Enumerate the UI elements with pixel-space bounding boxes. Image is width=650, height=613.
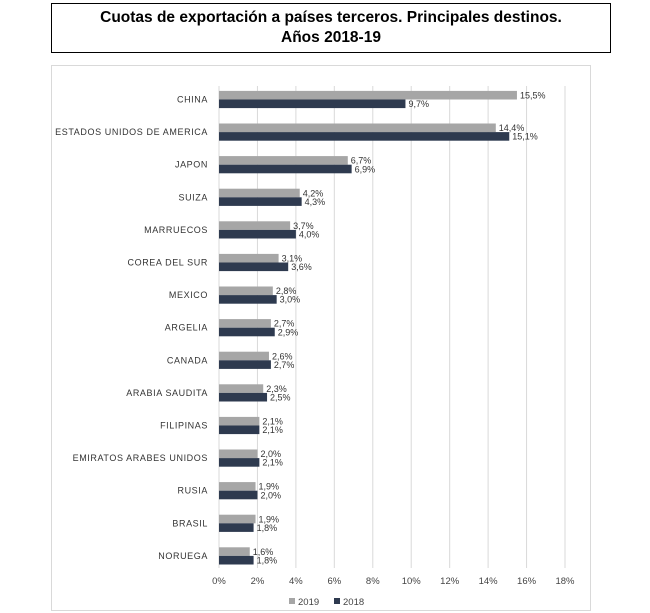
bar-2018	[219, 229, 296, 239]
data-label-2019: 2,1%	[262, 417, 283, 427]
category-label: RUSIA	[177, 486, 208, 496]
chart-title: Cuotas de exportación a países terceros.…	[100, 9, 562, 26]
x-tick-label: 0%	[212, 576, 226, 587]
category-label: ESTADOS UNIDOS DE AMERICA	[55, 127, 208, 137]
data-label-2018: 2,9%	[278, 327, 299, 337]
data-label-2019: 2,8%	[276, 286, 297, 296]
data-label-2018: 4,3%	[305, 197, 326, 207]
bar-2019	[219, 188, 300, 198]
data-label-2019: 1,9%	[259, 482, 280, 492]
data-label-2019: 14,4%	[499, 123, 525, 133]
x-tick-label: 2%	[251, 576, 265, 587]
x-tick-label: 12%	[440, 576, 460, 587]
data-label-2018: 2,1%	[262, 425, 283, 435]
bar-2018	[219, 555, 254, 565]
data-label-2018: 2,7%	[274, 360, 295, 370]
data-label-2019: 2,3%	[266, 384, 287, 394]
bar-2019	[219, 514, 256, 524]
bar-2018	[219, 197, 302, 206]
bar-2018	[219, 458, 260, 467]
bar-2018	[219, 523, 254, 532]
data-label-2019: 6,7%	[351, 156, 372, 166]
legend-swatch-2018	[334, 598, 340, 604]
x-tick-label: 8%	[366, 576, 380, 587]
bar-2018	[219, 425, 260, 435]
data-label-2018: 4,0%	[299, 230, 320, 240]
category-label: CANADA	[167, 355, 208, 365]
bar-2019	[219, 384, 264, 393]
category-label: NORUEGA	[158, 551, 208, 561]
bar-2019	[219, 351, 269, 361]
data-label-2019: 3,1%	[282, 254, 303, 264]
data-label-2018: 9,7%	[408, 99, 429, 109]
bar-2018	[219, 392, 268, 402]
bar-2018	[219, 327, 275, 337]
bar-2019	[219, 221, 291, 230]
legend-swatch-2019	[289, 598, 295, 604]
bar-2019	[219, 416, 260, 426]
data-label-2019: 4,2%	[303, 188, 324, 198]
x-tick-label: 4%	[289, 576, 303, 587]
chart-title-box: Cuotas de exportación a países terceros.…	[51, 3, 611, 53]
bar-2019	[219, 319, 271, 328]
data-label-2019: 1,9%	[259, 514, 280, 524]
bar-2018	[219, 164, 352, 174]
data-label-2018: 2,1%	[262, 458, 283, 468]
category-label: FILIPINAS	[160, 421, 208, 431]
data-label-2018: 15,1%	[512, 132, 538, 142]
data-label-2019: 2,0%	[260, 449, 281, 459]
category-label: COREA DEL SUR	[128, 258, 209, 268]
data-label-2018: 3,6%	[291, 262, 312, 272]
bar-2018	[219, 132, 510, 141]
category-label: EMIRATOS ARABES UNIDOS	[73, 453, 208, 463]
bar-2018	[219, 99, 406, 109]
category-label: JAPON	[175, 160, 208, 170]
category-label: ARABIA SAUDITA	[126, 388, 208, 398]
bar-2018	[219, 490, 258, 500]
data-label-2018: 6,9%	[355, 164, 376, 174]
data-label-2018: 1,8%	[257, 556, 278, 566]
data-label-2019: 2,6%	[272, 351, 293, 361]
category-label: ARGELIA	[165, 323, 208, 333]
category-label: SUIZA	[178, 192, 208, 202]
category-label: MARRUECOS	[144, 225, 208, 235]
legend-label-2019: 2019	[298, 597, 319, 608]
data-label-2018: 1,8%	[257, 523, 278, 533]
data-label-2019: 1,6%	[253, 547, 274, 557]
data-label-2019: 2,7%	[274, 319, 295, 329]
bar-2019	[219, 482, 256, 491]
legend-label-2018: 2018	[343, 597, 364, 608]
bar-2019	[219, 547, 250, 556]
category-label: BRASIL	[172, 518, 208, 528]
bar-2019	[219, 123, 496, 133]
data-label-2019: 15,5%	[520, 91, 546, 101]
chart-frame	[51, 65, 591, 611]
bar-2019	[219, 253, 279, 263]
x-tick-label: 18%	[555, 576, 575, 587]
category-label: MEXICO	[169, 290, 208, 300]
x-tick-label: 14%	[479, 576, 499, 587]
bar-2018	[219, 262, 289, 272]
bar-2019	[219, 449, 258, 459]
bar-2018	[219, 360, 271, 369]
x-tick-label: 10%	[402, 576, 422, 587]
category-label: CHINA	[177, 95, 208, 105]
data-label-2018: 2,5%	[270, 393, 291, 403]
data-label-2019: 3,7%	[293, 221, 314, 231]
bar-2019	[219, 90, 517, 100]
x-tick-label: 6%	[327, 576, 341, 587]
bar-2019	[219, 286, 273, 296]
bar-2018	[219, 295, 277, 304]
x-tick-label: 16%	[517, 576, 537, 587]
chart-subtitle: Años 2018-19	[281, 29, 381, 46]
data-label-2018: 3,0%	[280, 295, 301, 305]
bar-2019	[219, 156, 348, 165]
data-label-2018: 2,0%	[260, 490, 281, 500]
